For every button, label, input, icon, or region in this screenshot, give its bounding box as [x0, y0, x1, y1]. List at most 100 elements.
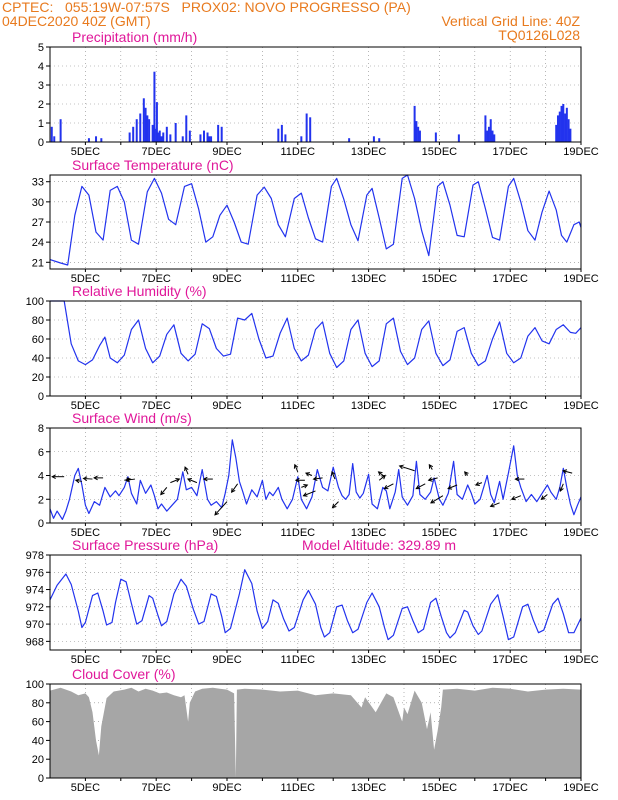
- wind-vector-arrow: [559, 483, 564, 492]
- y-tick-label: 0: [38, 773, 44, 785]
- wind-vector-arrowhead: [383, 484, 389, 490]
- x-tick-label: 7DEC: [142, 273, 171, 285]
- precip-bar: [169, 134, 172, 142]
- wind-vector-arrowhead: [430, 499, 435, 504]
- y-tick-label: 0: [38, 518, 44, 530]
- wind-vector-arrow: [416, 483, 426, 490]
- y-tick-label: 8: [38, 423, 44, 435]
- rh-plot-frame: [49, 300, 582, 397]
- wind-vector-arrow: [313, 477, 323, 480]
- y-tick-label: 1: [38, 118, 44, 130]
- precip-bar: [417, 126, 420, 142]
- wind-vector-arrowhead: [184, 466, 189, 472]
- precip-bar: [569, 128, 572, 142]
- wind-vector-arrowhead: [304, 472, 310, 477]
- precip-bar: [434, 132, 437, 142]
- x-tick-label: 9DEC: [212, 654, 241, 666]
- y-tick-label: 2: [38, 494, 44, 506]
- pressure-title: Surface Pressure (hPa): [72, 537, 218, 553]
- precip-bar: [160, 136, 163, 142]
- cloud-cover-area: [50, 687, 581, 778]
- x-tick-label: 13DEC: [351, 273, 387, 285]
- y-tick-label: 974: [26, 585, 44, 597]
- y-tick-label: 20: [32, 754, 44, 766]
- x-tick-label: 19DEC: [563, 654, 599, 666]
- precip-bar: [146, 115, 149, 142]
- wind-vector-arrow: [428, 477, 438, 481]
- x-tick-label: 9DEC: [212, 400, 241, 412]
- precip-bar: [558, 111, 561, 142]
- precip-bar: [378, 138, 381, 142]
- wind-vector-arrow: [303, 490, 316, 497]
- precip-bar: [199, 134, 202, 142]
- cloud-plot-frame: [49, 683, 582, 779]
- y-tick-label: 20: [32, 372, 44, 384]
- x-tick-label: 17DEC: [492, 400, 528, 412]
- precip-bar: [484, 115, 487, 142]
- precip-bar: [132, 126, 135, 142]
- wind-vector-arrowhead: [124, 477, 130, 483]
- y-tick-label: 972: [26, 602, 44, 614]
- x-tick-label: 5DEC: [71, 527, 100, 539]
- y-tick-label: 33: [32, 177, 44, 189]
- wind-vector-arrowhead: [474, 481, 480, 486]
- y-tick-label: 60: [32, 334, 44, 346]
- wind-vector-arrow: [83, 477, 93, 480]
- wind-vector-arrow: [399, 465, 415, 472]
- y-tick-label: 0: [38, 137, 44, 149]
- wind-vector-arrow: [125, 478, 136, 481]
- precip-bar: [493, 134, 496, 142]
- precip-bar: [556, 115, 559, 142]
- wind-vector-arrowhead: [175, 478, 181, 483]
- precip-bar: [100, 138, 103, 142]
- wind-vector-arrow: [231, 483, 239, 493]
- wind-vector-arrow: [214, 501, 228, 516]
- y-tick-label: 60: [32, 717, 44, 729]
- wind-vector-arrow: [563, 470, 573, 474]
- precip-bar: [144, 107, 147, 142]
- x-tick-label: 9DEC: [212, 527, 241, 539]
- wind-vector-arrow: [430, 495, 444, 504]
- x-tick-label: 19DEC: [563, 400, 599, 412]
- precip-bar: [181, 136, 184, 142]
- rh-title: Relative Humidity (%): [72, 283, 207, 299]
- wind-title: Surface Wind (m/s): [72, 410, 192, 426]
- x-tick-label: 17DEC: [492, 527, 528, 539]
- wind-vector-arrowhead: [231, 488, 236, 494]
- precip-bar: [562, 104, 565, 142]
- y-tick-label: 40: [32, 735, 44, 747]
- precip-bar: [305, 113, 308, 142]
- precip-bar: [128, 132, 131, 142]
- precip-bar: [59, 119, 62, 142]
- wind-vector-arrowhead: [427, 477, 433, 482]
- precip-bar: [348, 138, 351, 142]
- y-tick-label: 100: [26, 296, 44, 308]
- y-tick-label: 30: [32, 197, 44, 209]
- wind-vector-arrow: [305, 472, 313, 476]
- x-tick-label: 15DEC: [422, 654, 458, 666]
- precip-bar: [555, 124, 558, 142]
- wind-series-line: [49, 439, 582, 520]
- precip-bar: [165, 126, 168, 142]
- wind-vector-arrowhead: [514, 476, 520, 482]
- precip-bar: [162, 132, 165, 142]
- precip-bar: [217, 124, 220, 142]
- x-tick-label: 13DEC: [351, 146, 387, 158]
- x-tick-label: 17DEC: [492, 782, 528, 794]
- x-tick-label: 19DEC: [563, 273, 599, 285]
- wind-vector-arrowhead: [302, 492, 308, 497]
- precip-bar: [142, 98, 145, 142]
- precip-bar: [151, 124, 154, 142]
- precip-bar: [153, 71, 156, 142]
- precip-bar: [418, 130, 421, 142]
- wind-vector-arrow: [331, 471, 336, 480]
- x-tick-label: 5DEC: [71, 654, 100, 666]
- precip-bar: [210, 136, 213, 142]
- wind-vector-arrow: [187, 478, 198, 484]
- x-tick-label: 13DEC: [351, 400, 387, 412]
- wind-vector-arrow: [384, 483, 394, 490]
- y-tick-label: 80: [32, 315, 44, 327]
- wind-vector-arrowhead: [489, 503, 495, 508]
- wind-vector-arrowhead: [559, 486, 564, 492]
- x-tick-label: 15DEC: [422, 400, 458, 412]
